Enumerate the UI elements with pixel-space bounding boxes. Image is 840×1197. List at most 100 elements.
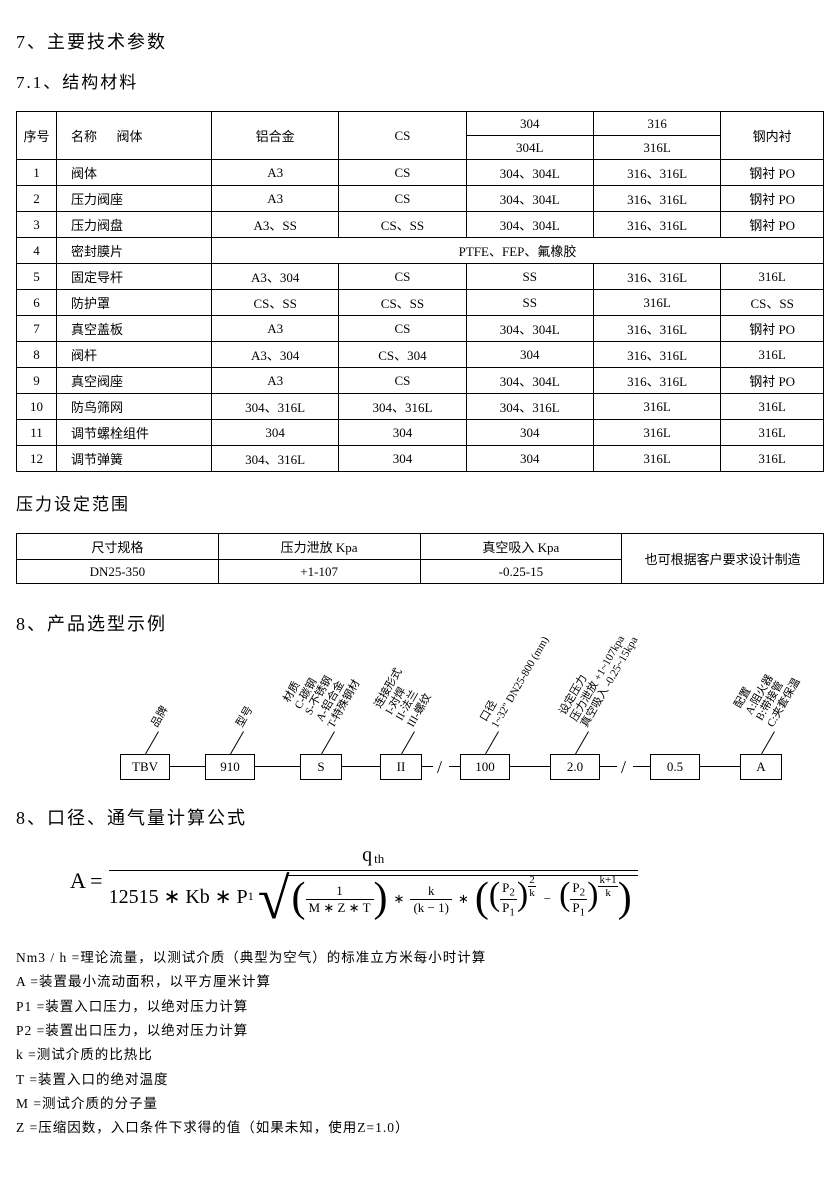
- selection-box: 910: [205, 754, 255, 780]
- pressure-range-table: 尺寸规格 压力泄放 Kpa 真空吸入 Kpa 也可根据客户要求设计制造 DN25…: [16, 533, 824, 584]
- definition-line: T =装置入口的绝对温度: [16, 1068, 824, 1092]
- frac2-bot: (k − 1): [410, 900, 452, 916]
- definition-line: P1 =装置入口压力，以绝对压力计算: [16, 995, 824, 1019]
- connector: [633, 766, 650, 767]
- label-connector: [485, 731, 499, 754]
- table-row: 7真空盖板A3CS304、304L316、316L钢衬 PO: [17, 316, 824, 342]
- cell-size: DN25-350: [17, 560, 219, 584]
- den-lead: 12515 ∗ Kb ∗ P: [109, 884, 248, 909]
- minus: −: [544, 891, 551, 907]
- exp2-top: k+1: [598, 874, 617, 887]
- definition-line: Z =压缩因数，入口条件下求得的值（如果未知，使用Z=1.0）: [16, 1116, 824, 1140]
- selection-label: 配置 A:阻火器 B:带接管 C:夹套保温: [732, 658, 803, 730]
- cell-value: 304、304L: [466, 186, 593, 212]
- table-row: 5固定导杆A3、304CSSS316、316L316L: [17, 264, 824, 290]
- cell-value: CS: [339, 186, 466, 212]
- cell-value: 304、316L: [339, 394, 466, 420]
- cell-value: 316、316L: [593, 186, 720, 212]
- cell-value: A3: [212, 186, 339, 212]
- selection-slash: /: [621, 754, 626, 780]
- selection-box: 100: [460, 754, 510, 780]
- cell-value: A3、304: [212, 264, 339, 290]
- selection-box: TBV: [120, 754, 170, 780]
- selection-box: A: [740, 754, 782, 780]
- cell-index: 6: [17, 290, 57, 316]
- cell-value: A3、SS: [212, 212, 339, 238]
- table-row: 1阀体A3CS304、304L316、316L钢衬 PO: [17, 160, 824, 186]
- cell-value: CS、SS: [339, 290, 466, 316]
- formula-lhs: A =: [70, 868, 103, 893]
- label-connector: [401, 731, 415, 754]
- table-row: 10防鸟筛网304、316L304、316L304、316L316L316L: [17, 394, 824, 420]
- cell-value: 304: [466, 446, 593, 472]
- cell-value: 钢衬 PO: [721, 368, 824, 394]
- cell-name: 密封膜片: [57, 238, 212, 264]
- cell-name: 固定导杆: [57, 264, 212, 290]
- formula-numerator: q: [362, 844, 372, 866]
- cell-value: CS、SS: [212, 290, 339, 316]
- selection-label: 材质 C-碳钢 S-不锈钢 A-铝合金 T-特殊钢材: [281, 652, 362, 730]
- cell-index: 3: [17, 212, 57, 238]
- cell-value: 316、316L: [593, 342, 720, 368]
- col-vacuum: 真空吸入 Kpa: [420, 534, 622, 560]
- selection-box: II: [380, 754, 422, 780]
- cell-index: 8: [17, 342, 57, 368]
- cell-value: 316L: [593, 446, 720, 472]
- cell-index: 5: [17, 264, 57, 290]
- section-7-heading: 7、主要技术参数: [16, 28, 824, 54]
- cell-value: 316L: [593, 394, 720, 420]
- cell-value: CS: [339, 264, 466, 290]
- cell-name: 真空盖板: [57, 316, 212, 342]
- selection-box: 2.0: [550, 754, 600, 780]
- cell-value: SS: [466, 290, 593, 316]
- col-relief: 压力泄放 Kpa: [218, 534, 420, 560]
- connector: [700, 766, 740, 767]
- cell-value: A3: [212, 316, 339, 342]
- label-connector: [761, 731, 775, 754]
- col-index: 序号: [17, 112, 57, 160]
- cell-value: CS、304: [339, 342, 466, 368]
- exp2-bot: k: [598, 887, 617, 899]
- col-cs: CS: [339, 112, 466, 160]
- pressure-range-heading: 压力设定范围: [16, 490, 824, 515]
- cell-value: 316L: [593, 420, 720, 446]
- cell-value: CS: [339, 368, 466, 394]
- connector: [170, 766, 205, 767]
- label-connector: [575, 731, 589, 754]
- connector: [422, 766, 433, 767]
- cell-value: A3: [212, 160, 339, 186]
- cell-value: 316L: [721, 420, 824, 446]
- formula-numerator-sub: th: [372, 851, 384, 866]
- table-row: 12调节弹簧304、316L304304316L316L: [17, 446, 824, 472]
- connector: [342, 766, 380, 767]
- p2b: P: [572, 880, 579, 895]
- cell-value: 钢衬 PO: [721, 316, 824, 342]
- cell-name: 防护罩: [57, 290, 212, 316]
- cell-index: 7: [17, 316, 57, 342]
- frac2-top: k: [410, 883, 452, 900]
- selection-box: S: [300, 754, 342, 780]
- cell-value: SS: [466, 264, 593, 290]
- selection-label: 型号: [234, 705, 256, 730]
- cell-value: 316L: [721, 342, 824, 368]
- cell-value: 钢衬 PO: [721, 186, 824, 212]
- table-row: 9真空阀座A3CS304、304L316、316L钢衬 PO: [17, 368, 824, 394]
- table-row: 3压力阀盘A3、SSCS、SS304、304L316、316L钢衬 PO: [17, 212, 824, 238]
- col-316: 316: [593, 112, 720, 136]
- col-304: 304: [466, 112, 593, 136]
- mul1: ∗: [394, 891, 405, 907]
- cell-index: 11: [17, 420, 57, 446]
- cell-index: 4: [17, 238, 57, 264]
- selection-diagram: TBV品牌910型号S材质 C-碳钢 S-不锈钢 A-铝合金 T-特殊钢材II连…: [20, 650, 820, 780]
- section-8b-heading: 8、口径、通气量计算公式: [16, 804, 824, 830]
- cell-vacuum: -0.25-15: [420, 560, 622, 584]
- cell-value: 316、316L: [593, 212, 720, 238]
- cell-value: 304、304L: [466, 368, 593, 394]
- cell-value: 316、316L: [593, 316, 720, 342]
- cell-value: CS、SS: [339, 212, 466, 238]
- materials-table: 序号 名称 阀体 铝合金 CS 304 316 钢内衬 304L 316L 1阀…: [16, 111, 824, 472]
- cell-value: 钢衬 PO: [721, 212, 824, 238]
- selection-label: 设定压力 压力泄放 +1~107kpa 真空吸入 -0.25~15kpa: [557, 622, 641, 730]
- cell-value: 304、316L: [212, 446, 339, 472]
- cell-name: 调节螺栓组件: [57, 420, 212, 446]
